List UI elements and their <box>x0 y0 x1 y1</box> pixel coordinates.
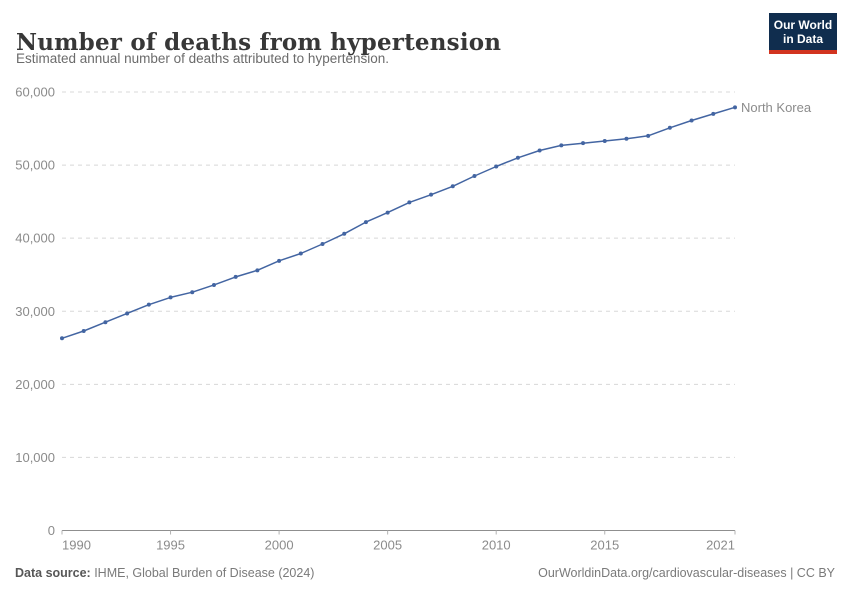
data-point[interactable] <box>711 111 716 116</box>
page-title: Number of deaths from hypertension <box>16 29 502 57</box>
x-tick-label: 2015 <box>590 538 619 553</box>
data-point[interactable] <box>602 138 607 143</box>
data-point[interactable] <box>494 164 499 169</box>
data-point[interactable] <box>515 155 520 160</box>
data-point[interactable] <box>190 290 195 295</box>
series-line[interactable] <box>61 106 736 340</box>
data-point[interactable] <box>60 336 64 341</box>
data-source-label: Data source: <box>15 566 91 580</box>
x-tick-label: 2021 <box>706 538 735 553</box>
data-source-text: IHME, Global Burden of Disease (2024) <box>90 566 315 580</box>
data-point[interactable] <box>385 210 390 215</box>
data-point[interactable] <box>146 302 151 307</box>
chart-subtitle: Estimated annual number of deaths attrib… <box>16 51 389 66</box>
x-tick-label: 1995 <box>156 538 185 553</box>
data-point[interactable] <box>689 118 694 123</box>
data-source: Data source: IHME, Global Burden of Dise… <box>15 566 314 580</box>
x-tick-label: 2010 <box>482 538 511 553</box>
data-point[interactable] <box>559 143 564 148</box>
data-point[interactable] <box>667 125 672 130</box>
data-point[interactable] <box>450 184 455 189</box>
data-point[interactable] <box>472 174 477 179</box>
data-point[interactable] <box>320 242 325 247</box>
x-tick-label: 1990 <box>62 538 91 553</box>
data-point[interactable] <box>125 311 130 316</box>
x-tick-label: 2000 <box>265 538 294 553</box>
data-point[interactable] <box>342 231 347 236</box>
data-point[interactable] <box>646 133 651 138</box>
data-point[interactable] <box>429 192 434 197</box>
data-point[interactable] <box>298 251 303 256</box>
data-point[interactable] <box>255 268 260 273</box>
y-tick-label: 50,000 <box>15 158 55 173</box>
owid-logo-line1: Our World <box>773 18 833 32</box>
data-point[interactable] <box>624 136 629 141</box>
y-tick-label: 60,000 <box>15 85 55 100</box>
owid-logo[interactable]: Our World in Data <box>769 13 837 54</box>
data-point[interactable] <box>168 295 173 300</box>
y-tick-label: 40,000 <box>15 231 55 246</box>
data-point[interactable] <box>733 105 737 110</box>
x-tick-label: 2005 <box>373 538 402 553</box>
y-tick-label: 0 <box>48 523 55 538</box>
owid-logo-line2: in Data <box>782 32 823 46</box>
data-point[interactable] <box>81 328 86 333</box>
y-tick-label: 20,000 <box>15 377 55 392</box>
data-point[interactable] <box>407 200 412 205</box>
data-point[interactable] <box>581 141 586 146</box>
y-tick-label: 30,000 <box>15 304 55 319</box>
y-tick-label: 10,000 <box>15 450 55 465</box>
data-point[interactable] <box>537 148 542 153</box>
data-point[interactable] <box>363 220 368 225</box>
data-point[interactable] <box>211 282 216 287</box>
data-point[interactable] <box>103 320 108 325</box>
data-point[interactable] <box>277 258 282 263</box>
series-label: North Korea <box>741 100 812 115</box>
chart-footer: Data source: IHME, Global Burden of Dise… <box>0 566 850 580</box>
credit-link[interactable]: OurWorldinData.org/cardiovascular-diseas… <box>538 566 835 580</box>
data-point[interactable] <box>233 274 238 279</box>
